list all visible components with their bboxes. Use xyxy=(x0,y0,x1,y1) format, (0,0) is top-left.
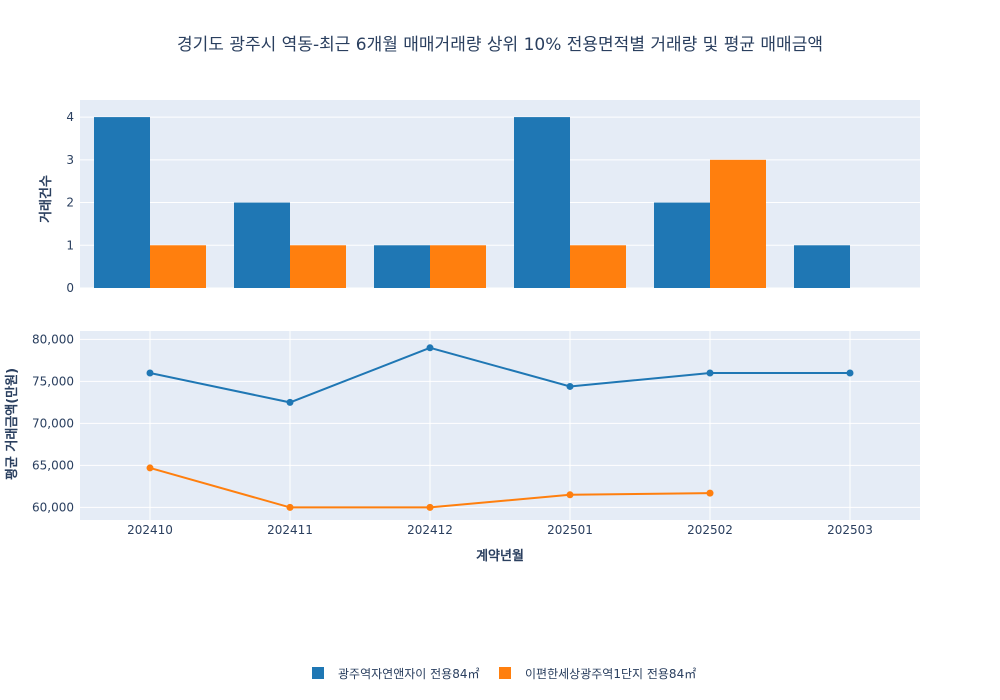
legend-item-series2[interactable]: 이편한세상광주역1단지 전용84㎡ xyxy=(499,667,696,681)
y-tick-label: 3 xyxy=(66,153,74,167)
x-tick-label: 202411 xyxy=(267,523,313,537)
bar-series2-202502[interactable] xyxy=(710,159,766,288)
y-tick-label: 0 xyxy=(66,281,74,295)
x-tick-label: 202502 xyxy=(687,523,733,537)
y-tick-label: 2 xyxy=(66,196,74,210)
line-series1[interactable] xyxy=(149,346,850,404)
point-series1-202412[interactable] xyxy=(426,344,434,352)
legend-swatch-series1 xyxy=(312,667,324,679)
plot-background-2 xyxy=(80,331,920,520)
bar-series1-202411[interactable] xyxy=(234,202,290,288)
point-series2-202501[interactable] xyxy=(566,491,574,499)
bar-series1-202503[interactable] xyxy=(794,245,850,288)
point-series1-202503[interactable] xyxy=(846,369,854,377)
y-tick-label: 4 xyxy=(66,110,74,124)
legend: 광주역자연앤자이 전용84㎡ 이편한세상광주역1단지 전용84㎡ xyxy=(312,667,696,681)
point-series1-202502[interactable] xyxy=(706,369,714,377)
legend-label-series2: 이편한세상광주역1단지 전용84㎡ xyxy=(525,667,696,681)
plot-background-1 xyxy=(80,100,920,288)
line-subplot: 60,000 65,000 70,000 75,000 80,000 202410 2024… xyxy=(32,331,920,537)
bar-series1-202502[interactable] xyxy=(654,202,710,288)
legend-label-series1: 광주역자연앤자이 전용84㎡ xyxy=(338,667,480,681)
y-tick-label: 60,000 xyxy=(32,500,74,514)
legend-item-series1[interactable]: 광주역자연앤자이 전용84㎡ xyxy=(312,667,480,681)
bar-series1-202412[interactable] xyxy=(374,245,430,288)
point-series2-202411[interactable] xyxy=(286,503,294,511)
chart-title: 경기도 광주시 역동-최근 6개월 매매거래량 상위 10% 전용면적별 거래량… xyxy=(177,35,823,55)
point-series2-202502[interactable] xyxy=(706,489,714,497)
bar-series2-202501[interactable] xyxy=(570,245,626,288)
x-tick-label: 202501 xyxy=(547,523,593,537)
bar-series2-202412[interactable] xyxy=(430,245,486,288)
point-series2-202410[interactable] xyxy=(146,464,154,472)
bar-series1-202410[interactable] xyxy=(94,117,150,288)
x-tick-label: 202412 xyxy=(407,523,453,537)
y-tick-label: 80,000 xyxy=(32,332,74,346)
bar-y-axis-title: 거래건수 xyxy=(38,175,54,223)
bar-series1-202501[interactable] xyxy=(514,117,570,288)
point-series2-202412[interactable] xyxy=(426,503,434,511)
y-tick-label: 70,000 xyxy=(32,416,74,430)
point-series1-202411[interactable] xyxy=(286,398,294,406)
x-tick-label: 202503 xyxy=(827,523,873,537)
x-tick-label: 202410 xyxy=(127,523,173,537)
bar-series2-202411[interactable] xyxy=(290,245,346,288)
y-tick-label: 65,000 xyxy=(32,458,74,472)
bar-series2-202410[interactable] xyxy=(150,245,206,288)
point-series1-202410[interactable] xyxy=(146,369,154,377)
line-y-axis-title: 평균 거래금액(만원) xyxy=(4,368,20,480)
point-series1-202501[interactable] xyxy=(566,382,574,390)
y-tick-label: 75,000 xyxy=(32,374,74,388)
bar-subplot: 0 1 2 3 4 xyxy=(66,100,920,295)
legend-swatch-series2 xyxy=(499,667,511,679)
x-axis-title: 계약년월 xyxy=(476,548,524,564)
y-tick-label: 1 xyxy=(66,238,74,252)
